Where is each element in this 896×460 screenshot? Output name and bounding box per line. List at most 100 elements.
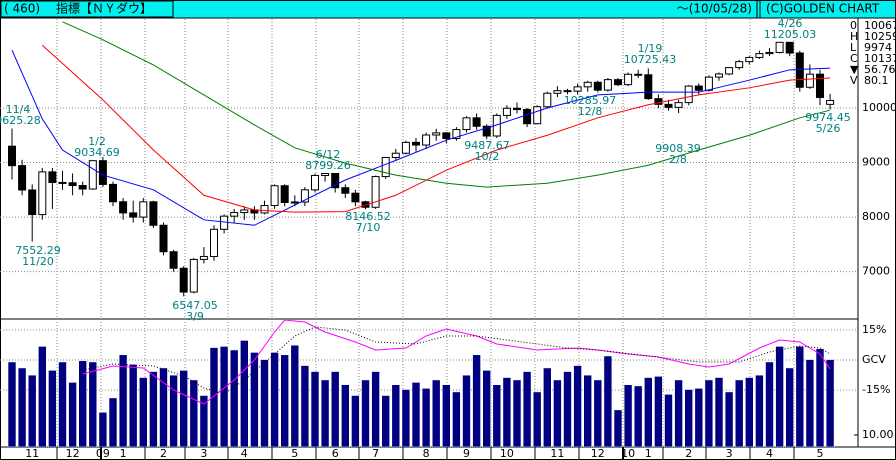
- volume-bar: [351, 395, 360, 447]
- volume-bar: [441, 384, 451, 447]
- candle-body: [523, 109, 532, 125]
- annotation-value: 8799.26: [305, 159, 351, 172]
- x-tick-label: 3: [200, 447, 207, 460]
- volume-bar: [553, 379, 562, 447]
- annotation-value: 6547.05: [172, 299, 218, 312]
- volume-bar: [714, 377, 724, 447]
- candle-body: [189, 258, 198, 293]
- x-tick-label: 4: [766, 447, 773, 460]
- candle-body: [240, 209, 249, 214]
- x-tick-label: 8: [423, 447, 430, 460]
- volume-bar: [58, 361, 67, 447]
- candle-body: [805, 73, 814, 88]
- candle-body: [260, 205, 269, 214]
- volume-bar: [78, 360, 87, 447]
- candle-body: [745, 56, 754, 63]
- annotation-value: 10285.97: [564, 94, 617, 107]
- volume-bar: [330, 371, 340, 447]
- x-tick-label: 2: [160, 447, 167, 460]
- candle-body: [270, 185, 279, 207]
- volume-bar: [411, 382, 421, 447]
- date: ～(10/05/28): [677, 2, 752, 16]
- candle-body: [452, 129, 461, 139]
- quote-value: 56.76: [864, 63, 896, 76]
- candle-body: [48, 171, 57, 183]
- volume-bar: [37, 346, 47, 447]
- candle-body: [361, 201, 370, 208]
- volume-bar: [462, 374, 471, 447]
- annotation-date: 10/2: [475, 150, 500, 163]
- header-bar: [0, 0, 896, 18]
- volume-bar: [280, 354, 290, 447]
- candle-body: [88, 160, 97, 190]
- quote-value: 10067: [864, 19, 896, 32]
- annotation-date: 1/19: [638, 42, 663, 55]
- volume-bar: [492, 384, 502, 447]
- quote-key: H: [850, 30, 858, 43]
- candle-body: [725, 67, 734, 75]
- y-tick-label: 7000: [862, 265, 890, 278]
- annotation-value: 9908.39: [655, 142, 701, 155]
- volume-bar: [139, 377, 148, 447]
- quote-key: ▼: [850, 63, 859, 76]
- candle-body: [28, 189, 37, 216]
- volume-bar: [88, 361, 98, 447]
- volume-bar: [805, 359, 815, 447]
- candle-body: [169, 251, 178, 269]
- volume-bar: [149, 371, 158, 447]
- y-tick-label: GCV: [862, 353, 886, 366]
- y-tick-label: 10.00: [862, 428, 894, 441]
- candle-body: [149, 201, 158, 226]
- candle-body: [68, 182, 77, 187]
- candle-body: [8, 145, 16, 167]
- annotation-date: 2/8: [669, 153, 687, 166]
- candle-body: [765, 51, 774, 55]
- volume-bar: [522, 371, 532, 447]
- annotation-date: 11/4: [6, 103, 31, 116]
- quote-value: 80.1: [864, 74, 889, 87]
- annotation-date: 7/10: [356, 221, 381, 234]
- candle-body: [401, 141, 410, 154]
- volume-bar: [704, 379, 714, 447]
- x-tick-label: 10: [621, 447, 635, 460]
- y-tick-label: 8000: [862, 210, 890, 223]
- volume-bar: [159, 367, 168, 447]
- candle-body: [462, 117, 471, 131]
- line: [82, 320, 831, 405]
- candle-body: [109, 183, 117, 203]
- volume-bar: [452, 391, 461, 447]
- candle-body: [290, 201, 299, 204]
- volume-bar: [179, 370, 188, 447]
- volume-bar: [815, 348, 825, 447]
- x-tick-label: 9: [463, 447, 470, 460]
- x-tick-label: 3: [726, 447, 733, 460]
- quote-value: 10137: [864, 52, 896, 65]
- quote-key: 0: [850, 19, 857, 32]
- annotation-date: 11/20: [22, 255, 54, 268]
- candle-body: [795, 52, 804, 88]
- candle-body: [179, 267, 188, 293]
- volume-bar: [128, 364, 138, 447]
- candle-body: [715, 73, 723, 78]
- candle-body: [412, 141, 420, 146]
- volume-bar: [391, 384, 401, 447]
- candle-body: [513, 107, 521, 111]
- x-tick-label: 5: [817, 447, 824, 460]
- x-tick-label: 09: [96, 447, 110, 460]
- x-tick-label: 11: [25, 447, 39, 460]
- x-tick-label: 4: [241, 447, 248, 460]
- candle-body: [199, 255, 208, 260]
- volume-bar: [532, 391, 542, 447]
- candle-body: [573, 86, 582, 92]
- candle-body: [674, 102, 683, 108]
- x-tick-label: 10: [500, 447, 514, 460]
- volume-bar: [270, 352, 279, 447]
- volume-bar: [785, 367, 795, 447]
- volume-bar: [795, 346, 805, 447]
- volume-bar: [724, 391, 734, 447]
- candle-body: [210, 228, 218, 257]
- annotation-date: 3/9: [186, 310, 204, 323]
- candle-body: [442, 132, 451, 139]
- candle-body: [119, 201, 128, 214]
- volume-bar: [694, 387, 704, 447]
